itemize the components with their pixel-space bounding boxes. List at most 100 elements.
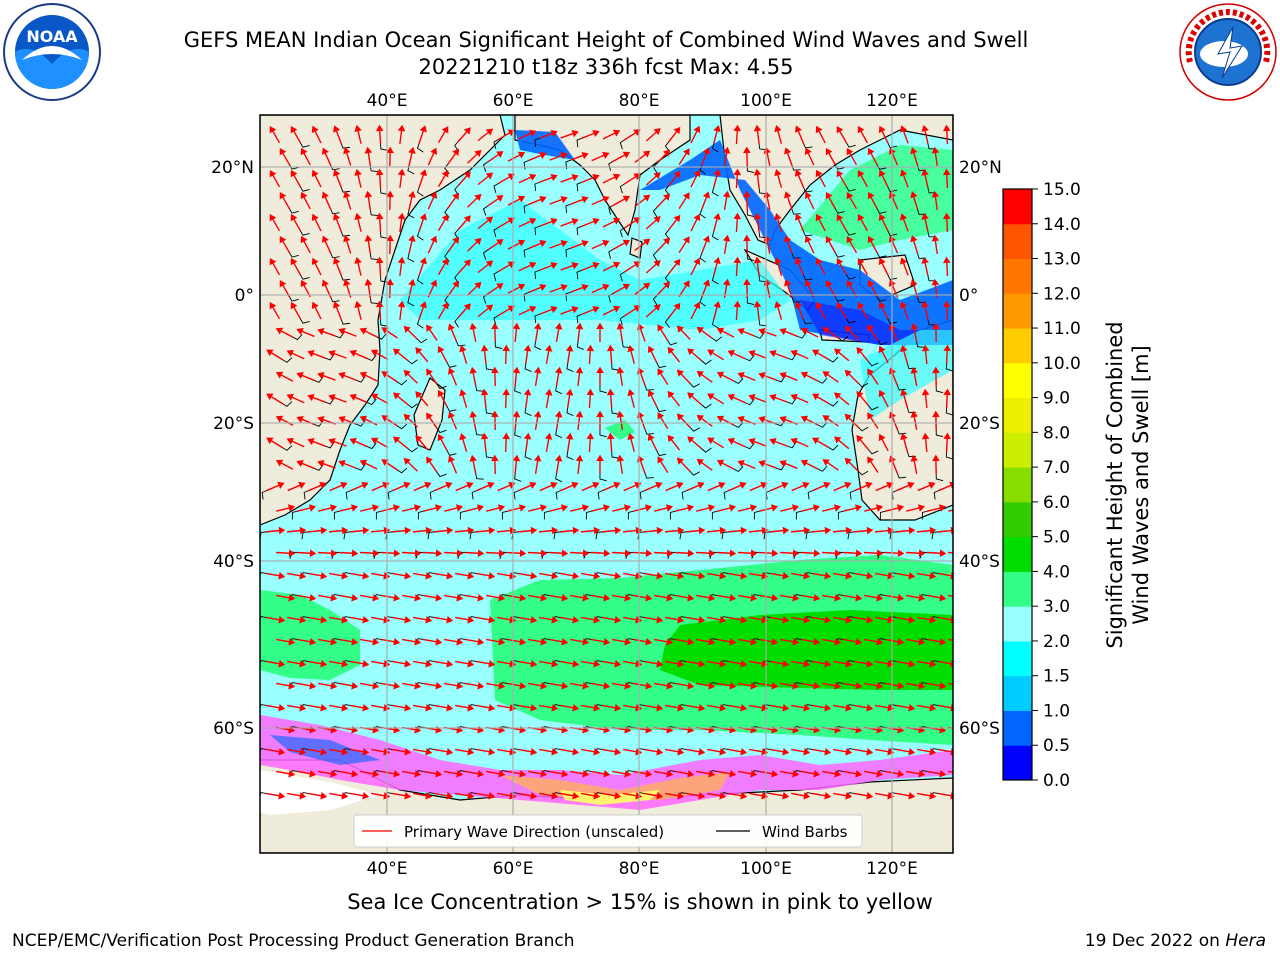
wave-arrow-head <box>815 301 823 310</box>
wave-arrow-head <box>343 191 351 199</box>
wave-arrow-head <box>908 703 916 712</box>
wave-arrow-head <box>467 703 475 712</box>
wave-arrow-head <box>415 347 423 355</box>
wave-arrow-head <box>341 703 349 712</box>
wave-arrow-head <box>463 259 471 267</box>
wave-arrow-head <box>662 193 671 201</box>
wave-arrow-head <box>269 258 277 266</box>
wave-arrow-head <box>321 147 329 155</box>
wave-arrow-head <box>456 769 464 778</box>
wave-arrow-head <box>333 169 341 177</box>
wave-arrow-head <box>761 791 769 800</box>
wave-arrow-head <box>918 681 926 690</box>
wave-arrow-head <box>414 593 422 602</box>
colorbar-tick-label: 0.0 <box>1043 771 1070 791</box>
wave-arrow-head <box>761 526 769 535</box>
wave-arrow-head <box>592 173 600 182</box>
wave-arrow-head <box>900 169 908 177</box>
wave-arrow-head <box>491 366 499 374</box>
wave-arrow-head <box>812 437 820 445</box>
wave-arrow-head <box>771 769 779 778</box>
left-lat-label: 40°S <box>213 552 254 572</box>
wave-arrow-head <box>299 659 307 668</box>
wave-arrow-head <box>682 192 690 200</box>
wave-arrow-head <box>403 325 411 333</box>
wave-arrow-head <box>488 747 496 756</box>
colorbar-segment <box>1003 432 1032 468</box>
wave-arrow-head <box>624 769 632 778</box>
wave-arrow-head <box>539 283 547 291</box>
wave-arrow-head <box>602 504 611 512</box>
wave-arrow-head <box>279 192 287 200</box>
wave-arrow-head <box>307 350 315 358</box>
wave-arrow-head <box>286 437 294 445</box>
wave-arrow-head <box>942 256 951 264</box>
wave-arrow-head <box>662 237 671 245</box>
wave-arrow-head <box>517 283 526 291</box>
wave-arrow-head <box>321 279 329 287</box>
wave-arrow-head <box>653 128 661 136</box>
wave-arrow-head <box>897 637 905 646</box>
wave-arrow-head <box>722 146 731 154</box>
wave-arrow-head <box>713 212 721 221</box>
wave-arrow-head <box>645 549 653 558</box>
wave-arrow-head <box>351 769 359 778</box>
wave-arrow-head <box>707 349 715 357</box>
wave-arrow-head <box>667 434 675 443</box>
wave-arrow-head <box>900 301 908 309</box>
top-lon-label: 40°E <box>367 91 408 111</box>
wave-arrow-head <box>441 170 449 178</box>
wave-arrow-head <box>571 306 579 314</box>
wave-arrow-head <box>311 213 319 222</box>
wave-arrow-head <box>713 256 721 265</box>
wave-arrow-head <box>657 456 665 464</box>
wave-arrow-head <box>463 171 471 179</box>
wave-arrow-head <box>677 659 685 668</box>
wave-arrow-head <box>415 435 423 443</box>
wave-arrow-head <box>733 168 742 176</box>
wave-arrow-head <box>397 212 406 220</box>
wave-arrow-head <box>794 257 802 265</box>
wave-arrow-head <box>413 504 422 512</box>
wave-arrow-head <box>340 481 348 489</box>
wave-arrow-head <box>727 393 735 401</box>
wave-arrow-head <box>309 769 317 778</box>
wave-arrow-head <box>769 394 777 402</box>
wave-arrow-head <box>733 256 742 264</box>
wave-arrow-head <box>488 571 496 580</box>
wave-arrow-head <box>653 260 661 268</box>
top-lon-label: 80°E <box>619 91 660 111</box>
wave-arrow-head <box>693 213 701 222</box>
wave-arrow-head <box>311 257 319 266</box>
wave-arrow-head <box>803 791 811 800</box>
wave-arrow-head <box>362 747 370 756</box>
wave-arrow-head <box>878 169 886 178</box>
wave-arrow-head <box>921 432 930 440</box>
wave-arrow-head <box>673 258 681 267</box>
wave-arrow-head <box>662 281 671 289</box>
wave-arrow-head <box>540 593 548 602</box>
wave-arrow-head <box>430 235 438 243</box>
wave-arrow-head <box>800 327 809 335</box>
wave-arrow-head <box>533 322 542 330</box>
wave-arrow-head <box>910 454 919 462</box>
wave-arrow-head <box>517 239 526 247</box>
wave-arrow-head <box>824 526 832 535</box>
wave-arrow-head <box>372 637 380 646</box>
wave-arrow-head <box>296 415 304 424</box>
wave-arrow-head <box>279 280 287 288</box>
wave-arrow-head <box>846 148 854 156</box>
wave-arrow <box>948 594 953 598</box>
wave-arrow-head <box>278 659 286 668</box>
colorbar-tick-label: 3.0 <box>1043 597 1070 617</box>
wave-arrow-head <box>792 681 800 690</box>
wave-arrow-head <box>474 193 482 201</box>
wave-arrow-head <box>845 791 853 800</box>
wave-arrow-head <box>456 593 464 602</box>
wave-arrow-head <box>642 282 651 290</box>
wave-arrow-head <box>791 504 800 512</box>
wave-arrow-head <box>593 526 601 535</box>
wave-arrow-head <box>855 637 863 646</box>
wave-arrow-head <box>676 481 684 489</box>
wave-arrow-head <box>665 504 674 512</box>
